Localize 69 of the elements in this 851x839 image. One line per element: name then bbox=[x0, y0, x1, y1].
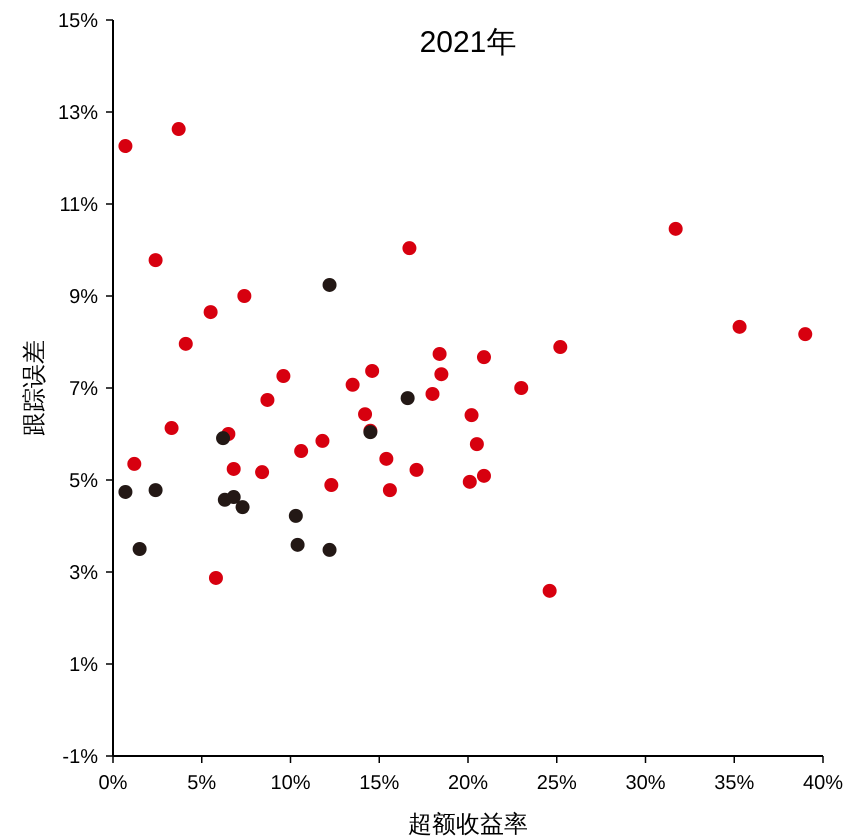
point bbox=[322, 278, 337, 292]
point bbox=[294, 444, 308, 458]
point bbox=[346, 378, 360, 392]
x-tick-label: 25% bbox=[536, 772, 577, 794]
point bbox=[365, 364, 380, 378]
x-axis-title: 超额收益率 bbox=[408, 811, 528, 838]
point bbox=[434, 367, 448, 382]
point bbox=[382, 483, 397, 498]
y-tick-label: 11% bbox=[59, 194, 98, 216]
point bbox=[148, 253, 163, 268]
y-axis-title: 跟踪误差 bbox=[21, 340, 48, 436]
y-tick-label: 9% bbox=[69, 286, 98, 308]
point bbox=[237, 289, 252, 303]
point bbox=[470, 437, 484, 452]
point bbox=[226, 462, 241, 476]
point bbox=[514, 381, 528, 395]
point bbox=[164, 421, 179, 436]
point bbox=[324, 478, 338, 492]
point bbox=[476, 468, 491, 483]
point bbox=[462, 474, 477, 489]
point bbox=[668, 222, 683, 236]
point bbox=[288, 508, 303, 523]
point bbox=[255, 465, 270, 480]
point bbox=[410, 462, 424, 477]
point bbox=[148, 483, 163, 498]
point bbox=[426, 386, 440, 401]
point bbox=[172, 122, 186, 136]
y-tick-label: -1% bbox=[62, 746, 98, 768]
point bbox=[402, 241, 416, 256]
x-tick-label: 15% bbox=[359, 772, 400, 794]
point bbox=[226, 490, 241, 504]
chart-title: 2021年 bbox=[420, 26, 516, 59]
point bbox=[178, 336, 193, 351]
y-tick-label: 13% bbox=[58, 102, 98, 124]
point bbox=[732, 320, 747, 334]
point bbox=[236, 500, 250, 514]
x-tick-label: 0% bbox=[98, 772, 128, 794]
y-tick-label: 5% bbox=[69, 470, 98, 492]
point bbox=[432, 346, 447, 361]
y-tick-label: 3% bbox=[69, 562, 98, 584]
y-tick-label: 7% bbox=[69, 378, 98, 400]
point bbox=[276, 369, 290, 384]
x-tick-label: 20% bbox=[448, 772, 488, 794]
x-tick-label: 40% bbox=[802, 772, 844, 794]
point bbox=[400, 391, 415, 406]
point bbox=[553, 340, 568, 354]
point bbox=[542, 584, 557, 598]
point bbox=[358, 407, 372, 422]
x-tick-label: 30% bbox=[625, 772, 666, 794]
x-tick-label: 5% bbox=[187, 772, 216, 794]
point bbox=[216, 431, 230, 446]
x-tick-label: 10% bbox=[270, 772, 311, 794]
point bbox=[322, 542, 337, 557]
x-tick-label: 35% bbox=[714, 772, 754, 794]
y-tick-label: 15% bbox=[58, 10, 98, 32]
point bbox=[118, 484, 132, 499]
y-tick-label: 1% bbox=[69, 654, 98, 676]
point bbox=[132, 542, 147, 556]
point bbox=[798, 327, 812, 342]
point bbox=[118, 139, 132, 154]
point bbox=[127, 456, 142, 471]
point bbox=[476, 350, 491, 364]
point bbox=[290, 538, 305, 552]
point bbox=[379, 452, 394, 466]
point bbox=[204, 305, 218, 320]
point bbox=[464, 408, 479, 422]
point bbox=[315, 434, 330, 448]
point bbox=[208, 570, 223, 585]
point bbox=[260, 392, 274, 407]
